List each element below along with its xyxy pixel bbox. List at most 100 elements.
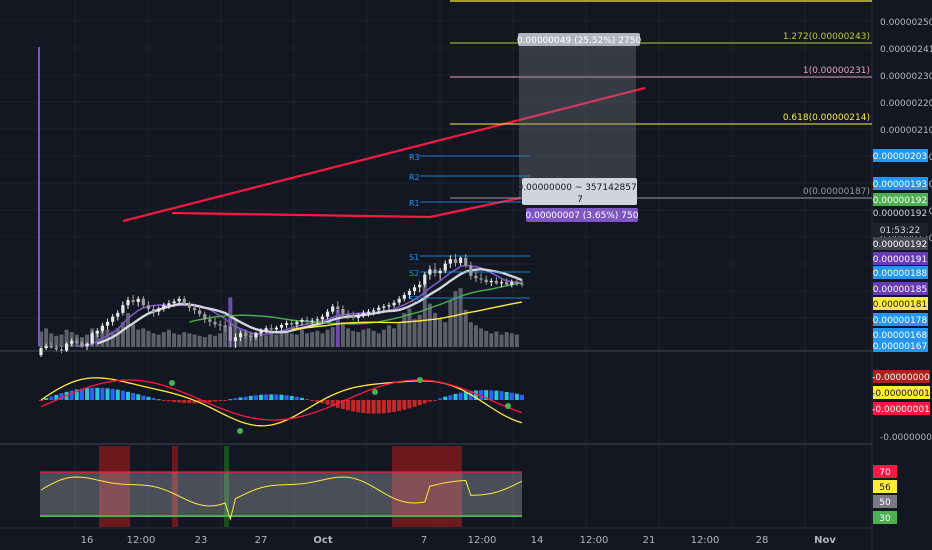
candle [438,270,442,274]
candle [520,283,524,285]
measure-region [519,43,636,200]
candle [105,321,110,326]
macd-histogram-bar [376,400,381,414]
candle [377,307,381,311]
pivot-label: S2 [409,269,419,278]
volume-bar [484,330,489,347]
candle [325,311,330,317]
macd-histogram-bar [351,400,356,412]
volume-bar [243,330,248,347]
candle [70,341,74,344]
measure-bottom-label: 0.00000007 (3.65%) 750 [526,211,639,221]
volume-bar [182,332,187,347]
rsi-badge [873,511,897,524]
volume-bar [340,322,345,347]
macd-histogram-bar [484,390,489,400]
rsi-badge [873,465,897,478]
macd-histogram-bar [315,400,320,402]
macd-histogram-bar [115,389,120,400]
time-tick-label: 12:00 [127,535,156,546]
measure-mid-badge [522,178,637,205]
macd-histogram-bar [479,390,484,400]
volume-bar [294,334,299,347]
trend-lines: 1.272(0.00000243) 1(0.00000231) 0.618(0.00… [76,0,872,347]
macd-histogram-bar [386,400,391,413]
macd-histogram-bar [392,400,397,412]
price-badge [873,252,928,265]
price-badge [873,313,928,326]
macd-badge [873,402,930,415]
candle [59,349,64,351]
price-badge [873,177,928,190]
candle [44,346,48,349]
rsi-badge [873,480,897,493]
macd-histogram-bar [161,400,166,401]
price-badge-label: 0.00000185 [873,285,927,295]
macd-histogram-bar [504,391,509,400]
candle [218,324,222,326]
price-badge-label: 0.00000181 [873,300,927,310]
candle [423,274,427,285]
macd-histogram-bar [433,400,438,401]
fib-level-label: 1(0.00000231) [803,66,870,76]
macd-histogram-bar [468,391,473,400]
macd-histogram-bar [320,400,325,404]
volume-bar [120,322,125,347]
macd-histogram-bar [299,397,304,400]
time-tick-label: 16 [81,535,94,546]
ma-slow-line [189,282,523,325]
macd-histogram-bar [427,400,432,402]
volume-bar [325,329,330,347]
volume-bar [305,333,310,347]
volume-bar [448,300,453,347]
macd-histogram-bar [172,400,177,402]
measure-overlay[interactable]: 0.00000049 (25.52%) 2750 0.00000000 ~ 357… [517,33,643,222]
candle [274,327,278,330]
candle [254,333,258,338]
macd-histogram-bar [120,390,125,400]
volume-bar [417,314,422,347]
rsi-badge-label: 50 [879,498,891,508]
volume-bar [494,331,499,347]
price-tick-label: 0.00000230 [880,72,932,82]
macd-histogram-bar [105,388,110,400]
macd-badge [873,386,930,399]
grid [0,0,873,550]
time-axis[interactable]: 16 12:00 23 27 Oct 7 12:00 14 12:00 21 12:00 28 Nov [81,535,837,546]
measure-mid-label: 0.00000000 ~ 3571428571 [518,183,643,193]
volume-bar [351,330,356,347]
volume-bar [346,328,351,347]
candle [479,278,483,280]
candle [356,315,360,318]
candle [412,287,417,292]
macd-histogram-bar [458,392,463,400]
candle [131,300,135,302]
macd-histogram-bar [197,400,202,404]
candles[interactable] [39,254,524,358]
price-axis[interactable]: 0.00000250 0.00000241 0.00000230 0.00000220… [873,18,932,352]
macd-histogram-bar [402,400,407,410]
pivot-label: S3 [409,295,419,304]
macd-histogram-bar [146,396,151,400]
price-badge [873,206,928,219]
volume-bar [269,333,274,347]
macd-histogram-bar [509,392,514,400]
macd-histogram-bar [187,400,192,404]
candle [458,257,463,263]
volume-bar [85,334,90,347]
macd-histogram-bar [39,400,43,401]
candle [418,284,422,288]
volume-bar [284,332,289,347]
candle [279,325,284,328]
candle [90,333,94,344]
macd-histogram-bar [136,394,141,400]
candle [290,323,294,325]
candle [341,309,345,315]
candle [397,298,401,303]
macd-histogram-bar [422,400,427,404]
volume-bar [136,329,141,347]
pivot-label: S1 [409,253,419,262]
macd-tick-label: -0.00000005 [880,433,932,443]
time-tick-label: 12:00 [691,535,720,546]
